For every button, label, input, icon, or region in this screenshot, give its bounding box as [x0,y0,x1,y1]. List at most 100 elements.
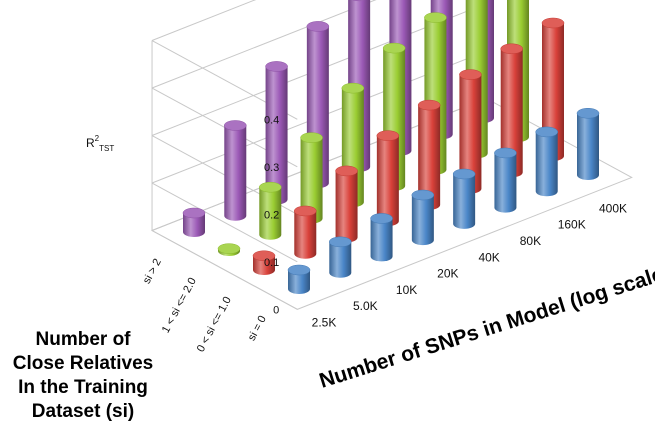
bar-0 < si <= 1.0-2.5K [252,250,276,275]
cylinder-top [541,17,565,29]
bar-0 < si <= 1.0-20K [376,130,400,227]
cylinder-top [252,250,276,261]
cylinder-body [453,173,476,229]
cylinder-top [265,61,288,72]
x-tick-label: 40K [478,250,499,264]
bar-si > 2-10K [265,61,288,205]
cylinder-top [535,126,558,138]
cylinder-top [329,236,352,248]
bar-si = 0-400K [576,108,600,180]
z-axis-title-line-3: In the Training [18,377,148,398]
cylinder-top [217,243,241,254]
x-tick-label: 160K [558,218,586,232]
cylinder-body [418,105,441,210]
side-gridline [151,182,298,263]
cylinder-top [294,205,317,217]
cylinder-top [287,264,311,276]
cylinder-top [352,0,367,2]
bar-si = 0-10K [370,213,393,262]
bar-1 < si <= 2.0-5.0K [259,181,282,240]
cylinder-top [424,12,447,23]
cylinder-body [376,135,399,227]
bar-si = 0-160K [535,126,558,197]
bar-0 < si <= 1.0-40K [417,99,441,210]
cylinder-body [224,125,247,221]
x-tick-label: 5.0K [353,299,378,313]
bar-0 < si <= 1.0-80K [459,69,482,194]
x-tick-label: 400K [599,201,627,215]
cylinder-body [542,23,564,161]
x-tick-label: 20K [437,267,458,281]
series-label: si > 2 [141,257,164,286]
cylinder-top [411,189,435,201]
cylinder-top [335,165,358,177]
cylinder-body [294,210,317,259]
y-tick-label: 0.4 [264,114,279,126]
y-axis-title-sup: 2 [95,134,100,143]
x-tick-label: 80K [520,234,541,248]
bar-1 < si <= 2.0-10K [300,132,323,224]
cylinder-top [224,120,247,131]
bar-1 < si <= 2.0-2.5K [217,243,241,256]
cylinder-top [370,213,393,224]
cylinder-top [417,99,441,111]
y-tick-label: 0 [273,304,279,316]
bar-si = 0-40K [452,168,476,229]
bars [182,0,600,294]
gridline [151,0,257,41]
cylinder-body [577,113,599,180]
bar-si = 0-5.0K [329,236,352,278]
bar-0 < si <= 1.0-400K [541,17,565,161]
cylinder-top [306,21,330,32]
y-tick-label: 0.3 [264,162,279,174]
cylinder-top [494,147,517,159]
cylinder-top [182,207,206,219]
cylinder-top [452,168,476,180]
cylinder-body [370,218,393,262]
bar-0 < si <= 1.0-10K [335,165,358,243]
cylinder-body [300,137,323,224]
cylinder-body [183,213,205,237]
cylinder-top [459,69,482,80]
cylinder-body [500,48,523,178]
x-tick-label: 10K [396,283,417,297]
cylinder-body [288,270,310,294]
bar-0 < si <= 1.0-5.0K [294,205,317,259]
cylinder-body [411,195,434,246]
cylinder-top [382,42,406,54]
bar-si = 0-80K [494,147,517,213]
cylinder-body [494,152,517,213]
y-tick-label: 0.1 [264,257,279,269]
y-tick-label: 0.2 [264,209,279,221]
cylinder-body [259,187,282,240]
cylinder-top [300,132,323,143]
bar-si = 0-2.5K [287,264,311,294]
z-axis-title-line-4: Dataset (si) [32,401,134,422]
bar-si = 0-20K [411,189,435,246]
y-axis-title-sub: TST [99,144,114,153]
bar-si > 2-5.0K [224,120,247,221]
y-axis-title-main: R [86,136,95,150]
series-label: si = 0 [246,314,269,343]
cylinder-body [335,170,358,243]
series-label: 0 < si <= 1.0 [195,295,234,354]
cylinder-top [341,82,365,94]
series-label: 1 < si <= 2.0 [160,276,199,335]
cylinder-top [259,181,282,193]
x-axis-title: Number of SNPs in Model (log scale) [317,261,655,393]
cylinder-top [500,43,523,55]
z-axis-title-line-2: Close Relatives [13,353,153,374]
cylinder-body [459,74,482,194]
y-axis-title: R2TST [86,134,114,153]
cylinder-body [535,131,558,197]
cylinder-body [253,255,275,275]
cylinder-top [576,108,600,119]
cylinder-body [329,241,352,278]
cylinder-top [376,130,400,141]
cylinder-body [265,66,288,205]
x-tick-label: 2.5K [312,315,337,329]
bar-si > 2-2.5K [182,207,206,237]
z-axis-title-line-1: Number of [36,329,132,350]
bar-0 < si <= 1.0-160K [500,43,523,178]
